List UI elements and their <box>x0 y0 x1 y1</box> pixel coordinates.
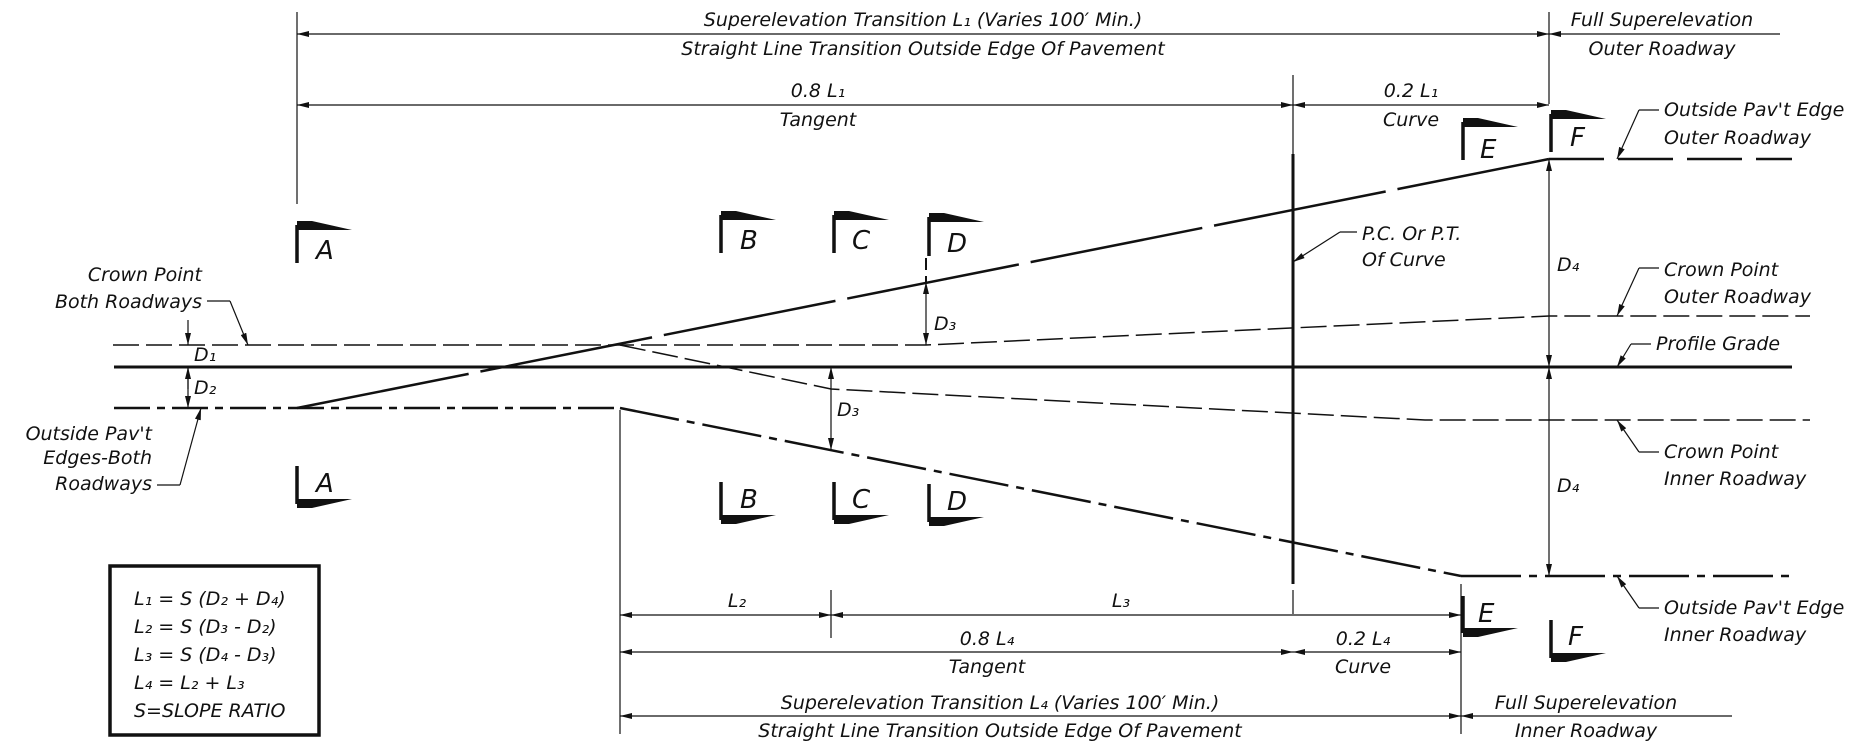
d4-outer-label: D₄ <box>1557 254 1580 276</box>
outer-edge-line <box>296 157 1550 410</box>
section-f-top-letter: F <box>1570 123 1586 153</box>
outer-edge-line1: Outside Pav't Edge <box>1664 99 1844 121</box>
crown-point-inner-line <box>619 344 1810 421</box>
outer-edge-line2: Outer Roadway <box>1664 127 1812 149</box>
section-e-bottom: E <box>1461 596 1518 637</box>
formula-l3: L₃ = S (D₄ - D₃) <box>134 644 277 666</box>
section-a-top: A <box>295 221 352 266</box>
section-f-top: F <box>1549 110 1606 153</box>
section-e-top-letter: E <box>1480 135 1497 165</box>
formula-box: L₁ = S (D₂ + D₄) L₂ = S (D₃ - D₂) L₃ = S… <box>108 564 321 737</box>
crown-inner-line2: Inner Roadway <box>1664 468 1807 490</box>
full-outer-title: Full Superelevation <box>1571 9 1753 31</box>
callouts: Crown Point Both Roadways Outside Pav't … <box>26 99 1845 646</box>
l1-subtitle: Straight Line Transition Outside Edge Of… <box>681 38 1166 60</box>
section-d-top-letter: D <box>947 229 967 259</box>
pc-pt-line2: Of Curve <box>1362 249 1446 271</box>
section-c-top-letter: C <box>852 226 871 256</box>
full-inner-title: Full Superelevation <box>1495 692 1677 714</box>
formula-l4: L₄ = L₂ + L₃ <box>134 672 245 694</box>
formula-l1: L₁ = S (D₂ + D₄) <box>134 588 286 610</box>
dimension-l2-l3: L₂ L₃ <box>620 590 1461 618</box>
section-f-bottom: F <box>1549 620 1606 662</box>
outside-both-line3: Roadways <box>55 473 152 495</box>
l1-tangent-value: 0.8 L₁ <box>791 80 845 102</box>
section-e-top: E <box>1461 118 1518 165</box>
l1-curve-label: Curve <box>1383 109 1439 131</box>
inner-edge-line <box>619 406 1462 578</box>
full-inner-subtitle: Inner Roadway <box>1515 720 1658 742</box>
section-e-bottom-letter: E <box>1478 599 1495 629</box>
dimension-l1-split: 0.8 L₁ Tangent 0.2 L₁ Curve <box>297 80 1549 131</box>
offset-dimensions: D₁ D₂ D₃ D₃ D₄ D₄ <box>185 159 1580 576</box>
l1-title: Superelevation Transition L₁ (Varies 100… <box>704 9 1142 31</box>
extension-lines <box>296 12 1550 734</box>
crown-outer-line2: Outer Roadway <box>1664 286 1812 308</box>
l1-tangent-label: Tangent <box>780 109 858 131</box>
section-d-top: D <box>927 213 984 259</box>
l4-title: Superelevation Transition L₄ (Varies 100… <box>781 692 1219 714</box>
pc-pt-line1: P.C. Or P.T. <box>1362 223 1461 245</box>
inner-edge-line2: Inner Roadway <box>1664 624 1807 646</box>
l3-label: L₃ <box>1112 590 1130 612</box>
l4-curve-value: 0.2 L₄ <box>1336 628 1391 650</box>
full-outer-subtitle: Outer Roadway <box>1589 38 1737 60</box>
crown-point-outer-line <box>113 315 1810 346</box>
section-d-bottom-letter: D <box>947 487 967 517</box>
inner-edge-line1: Outside Pav't Edge <box>1664 597 1844 619</box>
section-a-top-letter: A <box>314 236 334 266</box>
l4-subtitle: Straight Line Transition Outside Edge Of… <box>758 720 1243 742</box>
d1-label: D₁ <box>194 344 216 366</box>
profile-grade-label: Profile Grade <box>1656 333 1780 355</box>
section-markers: A B C D E F A <box>295 110 1606 662</box>
section-b-top-letter: B <box>740 226 758 256</box>
section-b-bottom-letter: B <box>740 485 758 515</box>
l1-curve-value: 0.2 L₁ <box>1384 80 1438 102</box>
crown-both-line1: Crown Point <box>88 264 204 286</box>
section-a-bottom-letter: A <box>314 469 334 499</box>
l4-tangent-label: Tangent <box>949 656 1027 678</box>
section-f-bottom-letter: F <box>1568 622 1584 652</box>
outside-both-line1: Outside Pav't <box>26 423 154 445</box>
section-a-bottom: A <box>295 466 352 508</box>
section-b-top: B <box>719 211 776 256</box>
dimension-l4: Superelevation Transition L₄ (Varies 100… <box>620 692 1732 742</box>
crown-inner-line1: Crown Point <box>1664 441 1780 463</box>
crown-outer-line1: Crown Point <box>1664 259 1780 281</box>
l4-curve-label: Curve <box>1335 656 1391 678</box>
section-c-top: C <box>832 211 889 256</box>
section-d-bottom: D <box>927 484 984 526</box>
dimension-l4-split: 0.8 L₄ Tangent 0.2 L₄ Curve <box>620 628 1461 678</box>
section-b-bottom: B <box>719 482 776 524</box>
section-c-bottom: C <box>832 482 889 524</box>
d4-inner-label: D₄ <box>1557 475 1580 497</box>
d2-label: D₂ <box>194 377 217 399</box>
l2-label: L₂ <box>728 590 747 612</box>
crown-both-line2: Both Roadways <box>55 291 202 313</box>
formula-s: S=SLOPE RATIO <box>134 700 286 722</box>
formula-l2: L₂ = S (D₃ - D₂) <box>134 616 277 638</box>
outside-both-line2: Edges-Both <box>43 447 152 469</box>
d3-outer-label: D₃ <box>934 313 956 335</box>
d3-inner-label: D₃ <box>837 399 859 421</box>
dimension-l1: Superelevation Transition L₁ (Varies 100… <box>297 9 1780 60</box>
l4-tangent-value: 0.8 L₄ <box>960 628 1015 650</box>
section-c-bottom-letter: C <box>852 485 871 515</box>
